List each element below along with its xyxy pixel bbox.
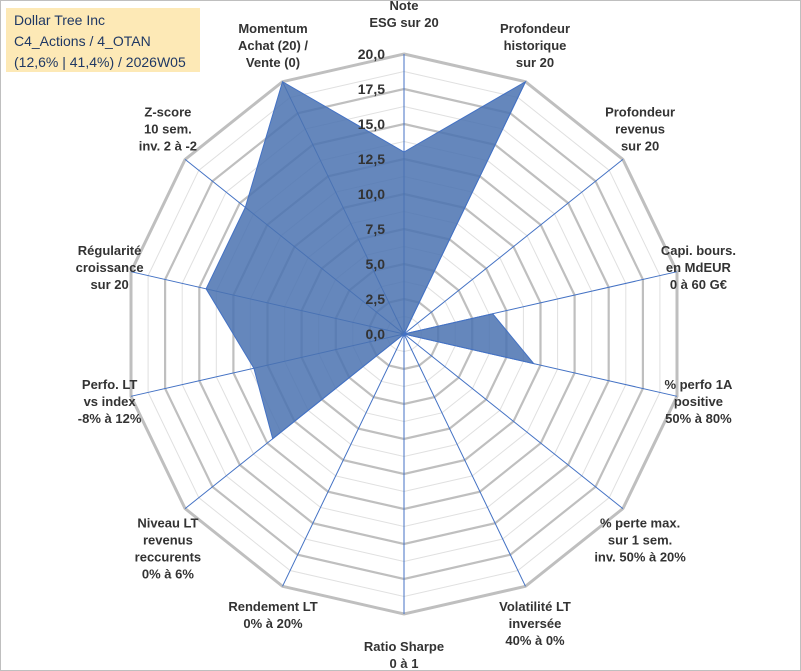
tick-label: 10,0: [358, 186, 385, 202]
tick-label: 15,0: [358, 116, 385, 132]
axis-label: Niveau LT revenus reccurents 0% à 6%: [135, 515, 201, 581]
axis-label: Régularité croissance sur 20: [76, 243, 144, 292]
axis-label: Perfo. LT vs index -8% à 12%: [78, 377, 142, 426]
chart-subtitle: C4_Actions / 4_OTAN: [14, 33, 151, 49]
axis-label: Rendement LT 0% à 20%: [228, 599, 317, 631]
tick-label: 2,5: [366, 291, 386, 307]
tick-label: 5,0: [366, 256, 386, 272]
tick-label: 7,5: [366, 221, 386, 237]
tick-label: 0,0: [366, 326, 386, 342]
axis-label: Capi. bours. en MdEUR 0 à 60 G€: [661, 243, 736, 292]
chart-stats: (12,6% | 41,4%) / 2026W05: [14, 54, 186, 70]
spoke-line: [403, 159, 624, 335]
radar-axis-labels: Note ESG sur 20 Profondeur historique sur 20…: [76, 0, 736, 671]
axis-label: Z-score 10 sem. inv. 2 à -2: [139, 105, 197, 154]
axis-label: Note ESG sur 20: [369, 0, 438, 30]
radar-series: [205, 80, 536, 440]
spoke-line: [403, 333, 526, 587]
series-area: [205, 80, 536, 440]
axis-label: % perte max. sur 1 sem. inv. 50% à 20%: [594, 515, 686, 564]
spoke-line: [403, 333, 624, 509]
axis-label: Ratio Sharpe 0 à 1: [364, 639, 444, 671]
axis-label: Profondeur revenus sur 20: [605, 105, 675, 154]
chart-title: Dollar Tree Inc: [14, 12, 106, 28]
tick-label: 20,0: [358, 46, 385, 62]
tick-label: 12,5: [358, 151, 385, 167]
tick-label: 17,5: [358, 81, 385, 97]
axis-label: % perfo 1A positive 50% à 80%: [664, 377, 733, 426]
axis-label: Momentum Achat (20) / Vente (0): [238, 21, 308, 70]
spoke-line: [282, 333, 405, 587]
axis-label: Profondeur historique sur 20: [500, 21, 570, 70]
axis-label: Volatilité LT inversée 40% à 0%: [499, 599, 571, 648]
radar-tick-labels: 0,0 2,5 5,0 7,5 10,0 12,5 15,0 17,5 20,0: [358, 46, 385, 342]
chart-title-box: Dollar Tree Inc C4_Actions / 4_OTAN (12,…: [6, 8, 200, 72]
